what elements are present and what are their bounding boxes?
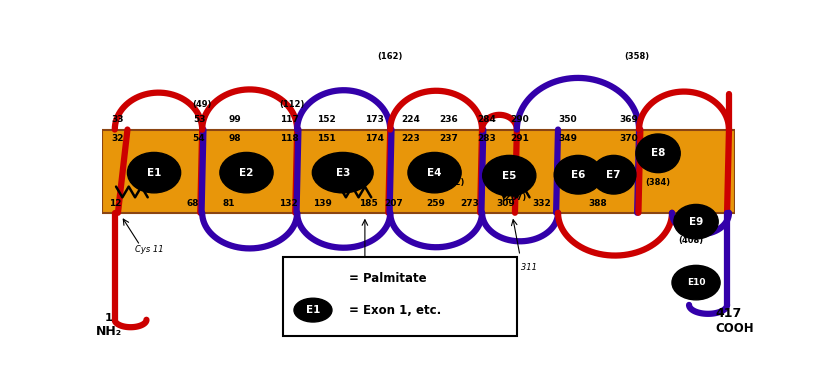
Text: 32: 32 (112, 134, 124, 143)
Text: 207: 207 (384, 199, 403, 208)
Text: 417: 417 (715, 307, 741, 320)
Ellipse shape (483, 156, 536, 196)
Ellipse shape (554, 156, 602, 194)
Text: 369: 369 (619, 115, 638, 124)
Text: 151: 151 (318, 134, 337, 143)
Text: 117: 117 (280, 115, 299, 124)
Text: 284: 284 (478, 115, 497, 124)
Text: 33: 33 (112, 115, 124, 124)
Text: 332: 332 (533, 199, 551, 208)
Text: 53: 53 (193, 115, 205, 124)
Text: 118: 118 (280, 134, 299, 143)
Text: 388: 388 (588, 199, 607, 208)
Text: E3: E3 (336, 168, 350, 178)
Text: (267): (267) (501, 193, 526, 202)
Text: Cys 11: Cys 11 (136, 245, 164, 254)
Text: (408): (408) (678, 236, 703, 245)
Text: 223: 223 (402, 134, 421, 143)
Bar (283, 257, 517, 336)
Text: 132: 132 (279, 199, 297, 208)
Text: (49): (49) (193, 100, 212, 109)
Text: 99: 99 (229, 115, 242, 124)
Text: (358): (358) (624, 52, 650, 61)
Text: E10: E10 (687, 278, 705, 287)
Text: Cys
186: Cys 186 (347, 276, 364, 295)
Text: COOH: COOH (715, 322, 753, 335)
Text: 283: 283 (478, 134, 497, 143)
Text: 173: 173 (365, 115, 384, 124)
Ellipse shape (674, 205, 718, 239)
Text: E2: E2 (239, 168, 253, 178)
Text: E1: E1 (147, 168, 161, 178)
Text: 309: 309 (497, 199, 516, 208)
Ellipse shape (672, 265, 720, 300)
Ellipse shape (592, 156, 636, 194)
Ellipse shape (636, 134, 681, 173)
Text: 273: 273 (460, 199, 479, 208)
Ellipse shape (312, 152, 373, 193)
Bar (102, 130, 735, 213)
Text: 68: 68 (186, 199, 199, 208)
Text: 236: 236 (440, 115, 458, 124)
Text: E9: E9 (689, 217, 703, 227)
Text: 291: 291 (511, 134, 529, 143)
Text: Cys 311: Cys 311 (503, 263, 537, 272)
Text: 224: 224 (402, 115, 421, 124)
Text: E4: E4 (427, 168, 442, 178)
Text: NH₂: NH₂ (96, 325, 122, 338)
Text: 370: 370 (619, 134, 638, 143)
Text: = Exon 1, etc.: = Exon 1, etc. (349, 304, 441, 317)
Text: 185: 185 (359, 199, 377, 208)
Text: 259: 259 (426, 199, 445, 208)
Text: (112): (112) (279, 100, 305, 109)
Text: (212): (212) (440, 178, 465, 186)
Text: 174: 174 (365, 134, 384, 143)
Ellipse shape (294, 298, 332, 322)
Text: 350: 350 (558, 115, 577, 124)
Text: 98: 98 (229, 134, 241, 143)
Text: 1: 1 (105, 313, 112, 323)
Text: E6: E6 (571, 170, 586, 180)
Text: 152: 152 (318, 115, 337, 124)
Text: (384): (384) (645, 178, 671, 186)
Text: 349: 349 (558, 134, 577, 143)
Text: 139: 139 (313, 199, 332, 208)
Text: E1: E1 (306, 305, 320, 315)
Text: E7: E7 (606, 170, 621, 180)
Text: 237: 237 (440, 134, 458, 143)
Text: 54: 54 (193, 134, 205, 143)
Ellipse shape (408, 152, 461, 193)
Text: E8: E8 (651, 148, 665, 158)
Ellipse shape (127, 152, 181, 193)
Text: 12: 12 (109, 199, 121, 208)
Ellipse shape (220, 152, 273, 193)
Text: 81: 81 (222, 199, 235, 208)
Text: 290: 290 (511, 115, 529, 124)
Text: (162): (162) (377, 52, 403, 61)
Text: = Palmitate: = Palmitate (349, 272, 426, 285)
Text: E5: E5 (502, 171, 516, 181)
